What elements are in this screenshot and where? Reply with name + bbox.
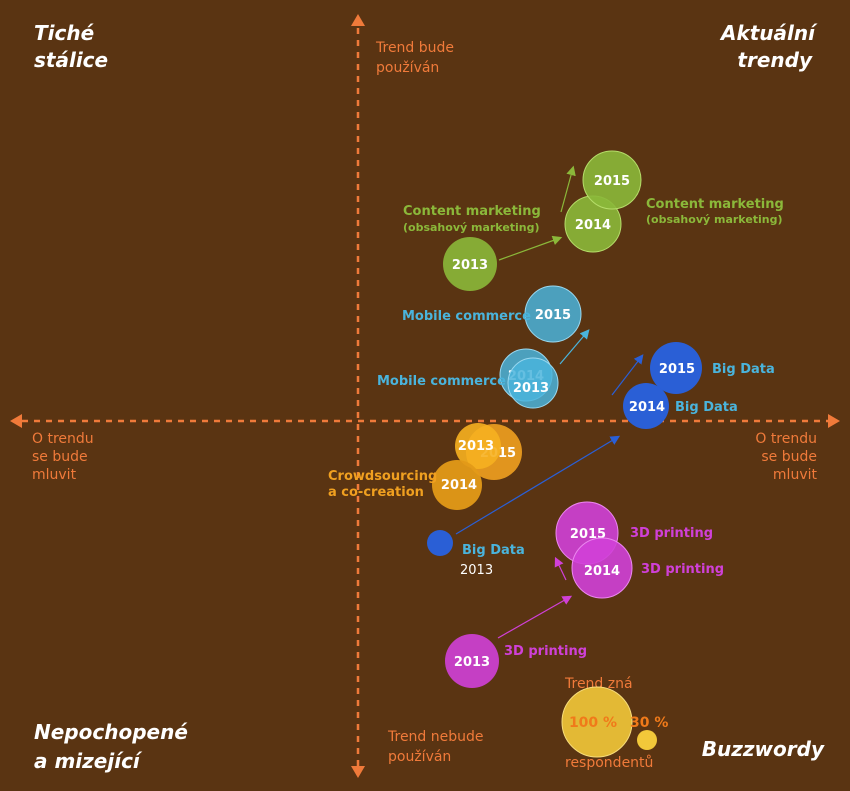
bubble-big-data-2014: 2014 — [623, 383, 669, 429]
label-bd-2014: Big Data — [675, 400, 738, 415]
axis-left-label-line2: se bude — [32, 449, 88, 465]
label-mc-bottom: Mobile commerce — [377, 374, 506, 389]
quadrant-top-left: Tiché — [34, 21, 94, 45]
axis-bottom-label-line2: používán — [388, 749, 451, 765]
label-bd-2013: Big Data — [462, 543, 525, 558]
arrow-bd-2013-2014 — [455, 435, 621, 535]
bubble-big-data-2015: 2015 — [650, 342, 702, 394]
quadrant-bottom-right: Buzzwordy — [702, 737, 825, 761]
svg-text:2014: 2014 — [441, 478, 477, 493]
bubble-mobile-commerce-2013: 2013 — [507, 357, 559, 409]
label-crowdsourcing: Crowdsourcing — [328, 469, 437, 484]
axis-top-label: Trend bude — [375, 40, 454, 56]
svg-text:100 %: 100 % — [569, 715, 617, 731]
axis-right-label: O trendu — [755, 431, 817, 447]
label-cm-left: Content marketing — [403, 204, 541, 219]
arrow-mc-2014-2015 — [559, 329, 590, 365]
axis-left-label-line3: mluvit — [32, 467, 77, 483]
bubble-3d-printing-2014: 2014 — [571, 537, 633, 599]
label-cm-right-sub: (obsahový marketing) — [646, 213, 783, 226]
label-3d-2014: 3D printing — [641, 562, 724, 577]
axis-arrow-down — [351, 766, 365, 778]
svg-text:2015: 2015 — [659, 362, 695, 377]
svg-text:2013: 2013 — [454, 655, 490, 670]
legend-bubble-100: 100 % — [561, 686, 633, 758]
label-cm-right: Content marketing — [646, 197, 784, 212]
quadrant-top-left-line2: stálice — [34, 48, 108, 72]
svg-text:2014: 2014 — [629, 400, 665, 415]
axis-left-label: O trendu — [32, 431, 94, 447]
label-3d-2015: 3D printing — [630, 526, 713, 541]
legend-small-value: 30 % — [630, 715, 668, 731]
axis-arrow-left — [10, 414, 22, 428]
arrow-cm-2013-2014 — [498, 235, 563, 261]
bubble-3d-printing-2013: 2013 — [445, 634, 499, 688]
svg-text:2015: 2015 — [535, 308, 571, 323]
svg-text:2014: 2014 — [575, 218, 611, 233]
axis-top-label-line2: používán — [376, 60, 439, 76]
arrow-bd-2014-2015 — [611, 354, 644, 396]
svg-text:2013: 2013 — [452, 258, 488, 273]
label-mc-top: Mobile commerce — [402, 309, 531, 324]
legend-bottom-label: respondentů — [565, 755, 653, 771]
axis-right-label-line2: se bude — [761, 449, 817, 465]
quadrant-top-right: Aktuální — [719, 21, 818, 45]
svg-text:2015: 2015 — [594, 174, 630, 189]
bubble-big-data-2013 — [427, 530, 453, 556]
label-cm-left-sub: (obsahový marketing) — [403, 221, 540, 234]
quadrant-top-right-line2: trendy — [737, 48, 813, 72]
axis-right-label-line3: mluvit — [773, 467, 818, 483]
legend-bubble-30 — [637, 730, 657, 750]
arrow-3d-2014-2015 — [554, 556, 567, 581]
bubble-mobile-commerce-2015: 2015 — [524, 285, 582, 343]
label-bd-2015: Big Data — [712, 362, 775, 377]
bubble-crowdsourcing-2014: 2014 — [432, 460, 482, 510]
legend-top-label: Trend zná — [564, 676, 633, 692]
axis-bottom-label: Trend nebude — [387, 729, 484, 745]
axis-arrow-right — [828, 414, 840, 428]
bubble-crowdsourcing-2013: 2013 — [455, 423, 501, 469]
svg-text:2014: 2014 — [584, 564, 620, 579]
label-crowdsourcing-line2: a co-creation — [328, 485, 424, 500]
axis-arrow-up — [351, 14, 365, 26]
label-bd-2013-year: 2013 — [460, 563, 493, 578]
bubble-content-marketing-2013: 2013 — [443, 237, 497, 291]
svg-text:2013: 2013 — [513, 381, 549, 396]
bubble-content-marketing-2015: 2015 — [582, 150, 642, 210]
label-3d-2013: 3D printing — [504, 644, 587, 659]
quadrant-bottom-left-line2: a mizející — [34, 749, 143, 773]
arrow-cm-2014-2015 — [560, 165, 576, 213]
bubble-content-marketing-2014: 2014 — [564, 195, 622, 253]
quadrant-bottom-left: Nepochopené — [34, 720, 188, 744]
arrow-3d-2013-2014 — [497, 595, 573, 639]
svg-text:2013: 2013 — [458, 439, 494, 454]
